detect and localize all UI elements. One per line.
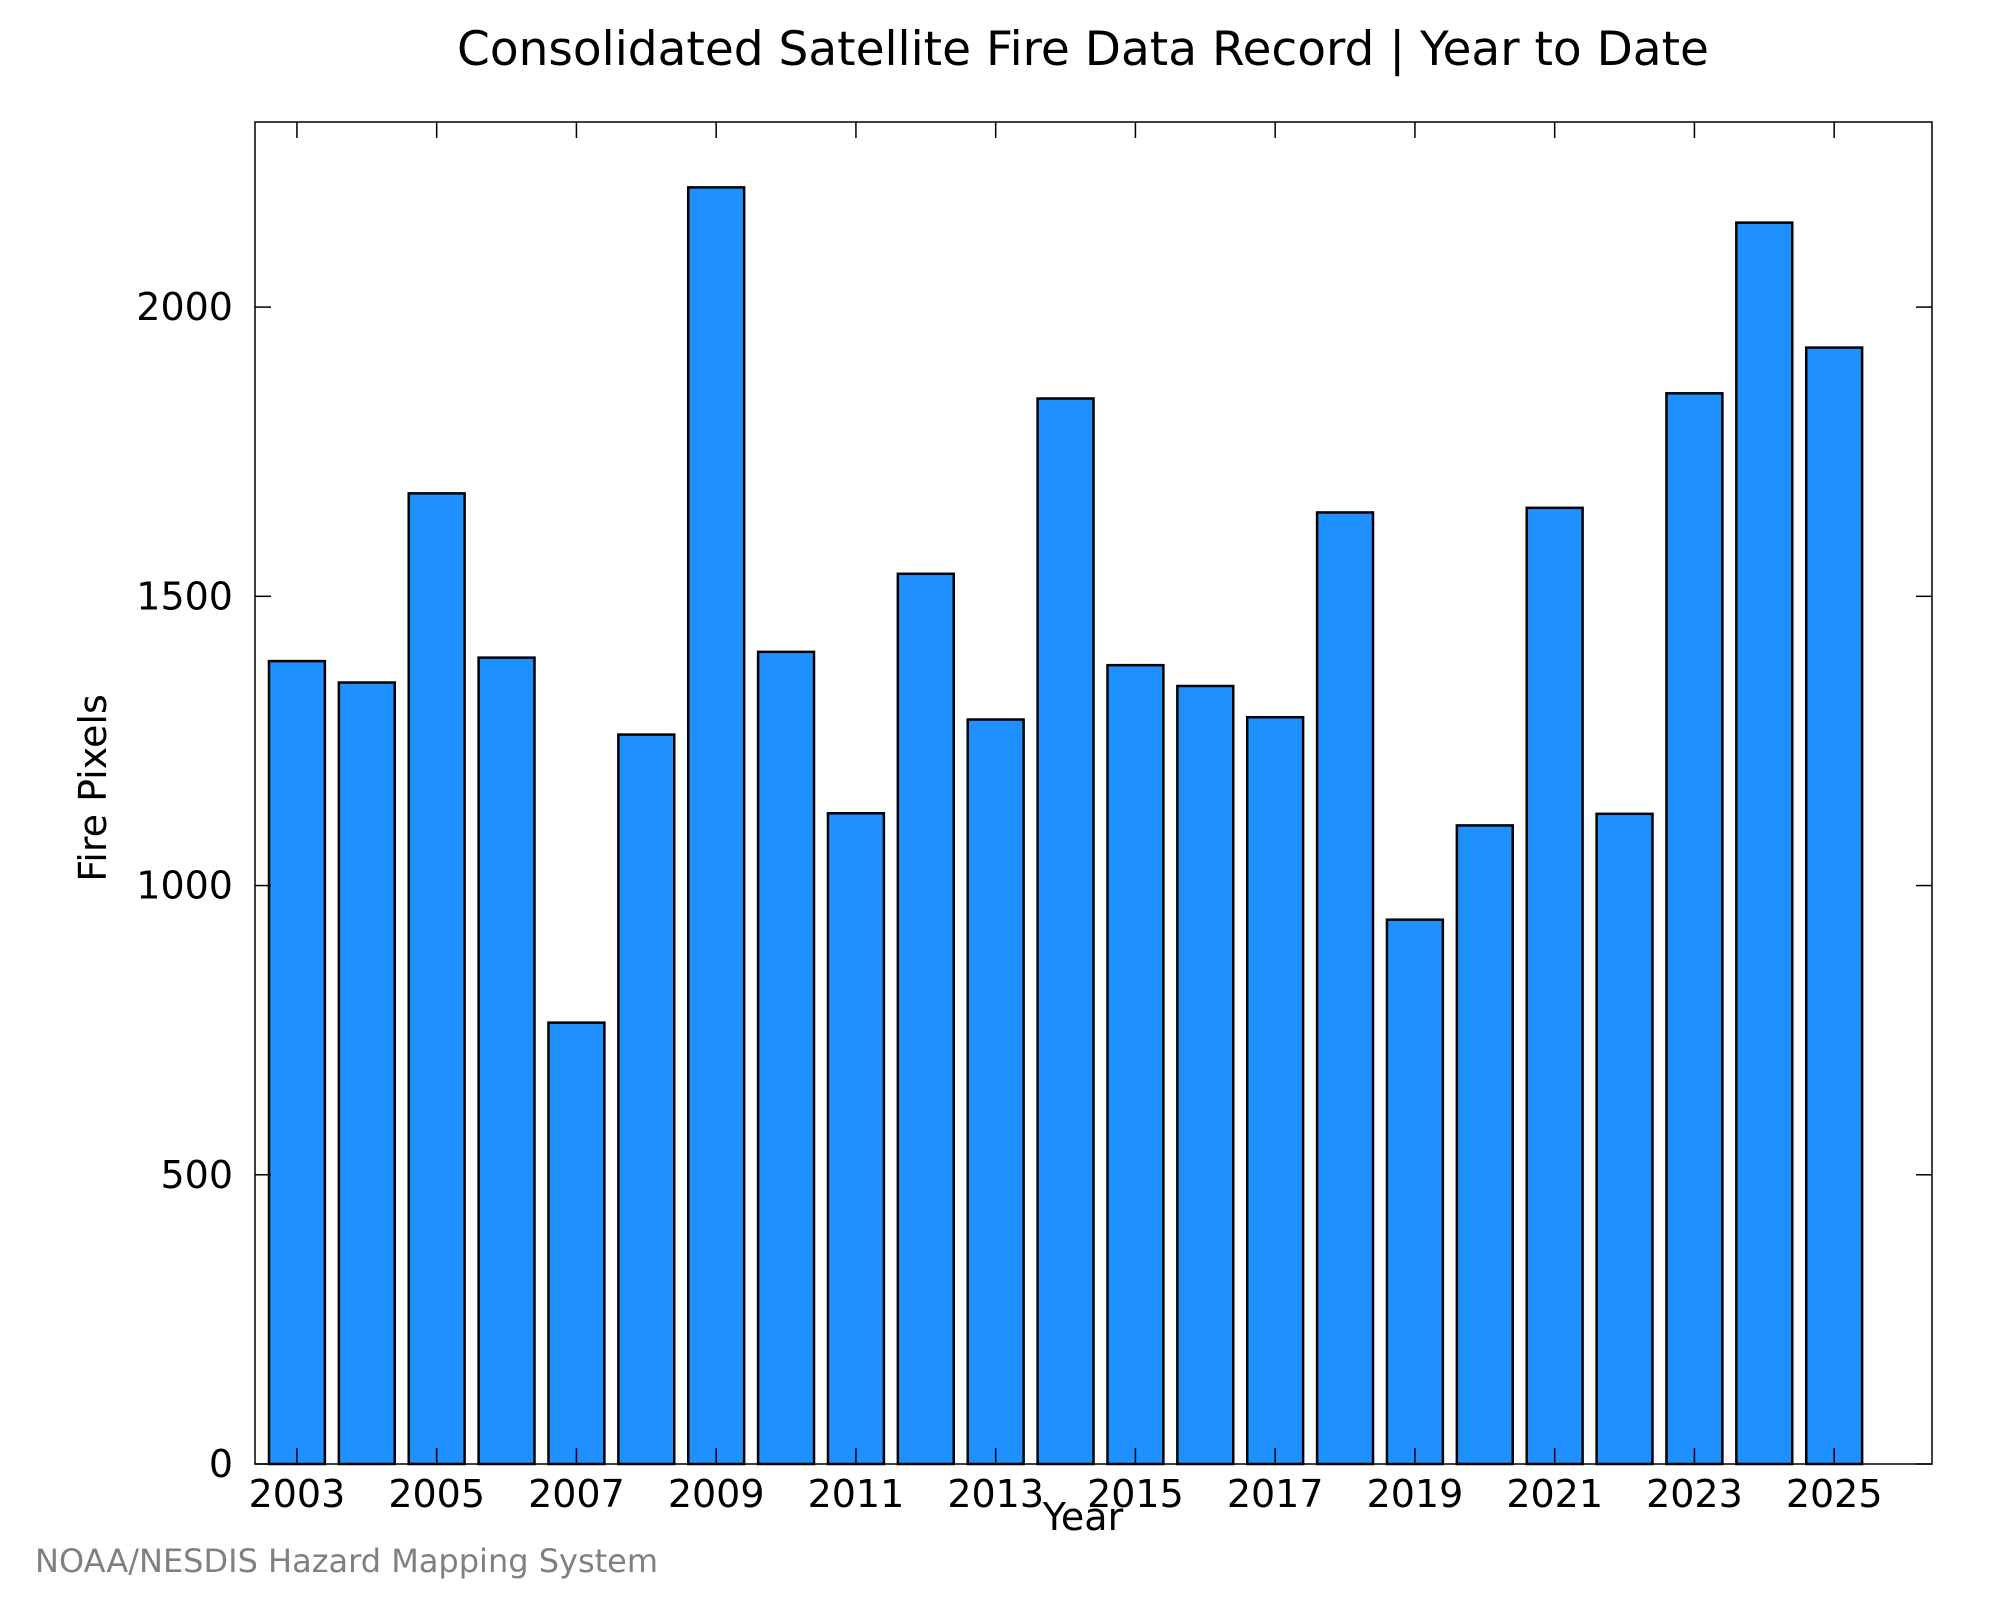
bar-2008 <box>617 733 676 1466</box>
x-tick-label-2007: 2007 <box>528 1472 625 1516</box>
x-tick-label-2023: 2023 <box>1646 1472 1743 1516</box>
bar-2010 <box>756 650 816 1466</box>
bar-2006 <box>477 656 536 1466</box>
bar-2015 <box>1106 663 1165 1466</box>
bar-2022 <box>1595 812 1654 1466</box>
y-tick-label-2000: 2000 <box>136 285 233 329</box>
y-tick-label-500: 500 <box>160 1153 233 1197</box>
bar-2023 <box>1665 392 1724 1466</box>
bar-2003 <box>267 659 327 1466</box>
x-tick-label-2013: 2013 <box>947 1472 1044 1516</box>
x-tick-label-2025: 2025 <box>1786 1472 1883 1516</box>
y-axis-label: Fire Pixels <box>71 694 115 882</box>
x-tick-label-2017: 2017 <box>1227 1472 1324 1516</box>
bar-2017 <box>1245 715 1305 1466</box>
bar-2005 <box>407 492 466 1466</box>
x-tick-label-2011: 2011 <box>808 1472 905 1516</box>
bar-2019 <box>1385 918 1445 1466</box>
chart-title: Consolidated Satellite Fire Data Record … <box>457 22 1709 77</box>
bars-group <box>267 186 1864 1466</box>
bar-2007 <box>547 1021 606 1466</box>
bar-2021 <box>1525 506 1584 1466</box>
bar-2011 <box>826 811 886 1466</box>
x-tick-label-2003: 2003 <box>249 1472 346 1516</box>
plot-frame <box>254 121 1933 1465</box>
y-tick-label-0: 0 <box>209 1442 233 1486</box>
y-tick-label-1500: 1500 <box>136 574 233 618</box>
x-tick-label-2009: 2009 <box>668 1472 765 1516</box>
y-tick-labels: 0 500 1000 1500 2000 <box>136 285 233 1486</box>
x-tick-label-2019: 2019 <box>1367 1472 1464 1516</box>
credit-text: NOAA/NESDIS Hazard Mapping System <box>35 1542 658 1580</box>
bar-2009 <box>686 186 746 1466</box>
bar-2012 <box>896 572 955 1466</box>
bar-2020 <box>1455 824 1514 1466</box>
bar-2025 <box>1804 346 1864 1466</box>
bar-2013 <box>966 718 1025 1466</box>
x-tick-labels: 2003 2005 2007 2009 2011 2013 2015 2017 2019 2021… <box>249 1472 1883 1516</box>
bar-2014 <box>1036 397 1095 1466</box>
bar-2016 <box>1176 684 1235 1466</box>
x-tick-label-2021: 2021 <box>1506 1472 1603 1516</box>
y-tick-label-1000: 1000 <box>136 864 233 908</box>
x-axis-label: Year <box>1042 1495 1124 1539</box>
bar-2004 <box>337 681 397 1466</box>
x-tick-label-2005: 2005 <box>388 1472 485 1516</box>
bar-2018 <box>1315 511 1375 1466</box>
bar-2024 <box>1735 221 1794 1466</box>
x-tick-label-2015: 2015 <box>1087 1472 1184 1516</box>
